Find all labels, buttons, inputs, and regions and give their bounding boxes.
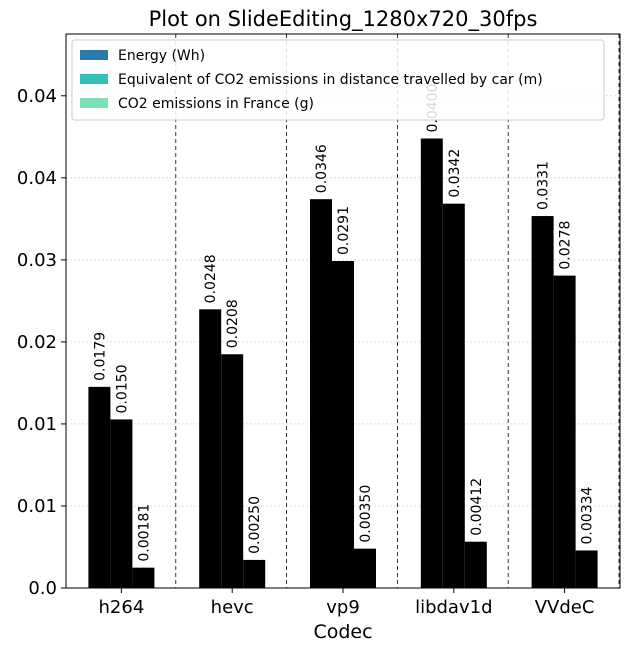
- bar: [332, 260, 354, 588]
- value-label: 0.0278: [558, 221, 574, 270]
- plot-frame: [65, 33, 621, 589]
- value-label: 0.0331: [536, 161, 552, 210]
- value-label: 0.0150: [114, 364, 130, 413]
- x-tick-label: vp9: [326, 597, 360, 618]
- legend-swatch: [80, 74, 108, 84]
- bar: [132, 567, 155, 588]
- value-label: 0.00250: [247, 496, 263, 554]
- value-label: 0.0248: [203, 254, 219, 303]
- bar: [199, 309, 222, 588]
- bar: [442, 203, 465, 588]
- value-label: 0.00412: [469, 478, 485, 536]
- legend-swatch: [80, 50, 108, 60]
- y-tick-label: 0.02: [17, 332, 57, 353]
- legend: Energy (Wh) Equivalent of CO2 emissions i…: [71, 39, 605, 121]
- value-label: 0.00181: [136, 504, 152, 562]
- bar: [110, 419, 133, 588]
- legend-label: Equivalent of CO2 emissions in distance …: [118, 72, 543, 88]
- bar: [354, 548, 376, 588]
- value-label: 0.0342: [447, 149, 463, 198]
- bar: [575, 550, 598, 588]
- value-label: 0.0208: [225, 299, 241, 348]
- value-label: 0.0179: [92, 332, 108, 381]
- x-tick-label: h264: [99, 597, 145, 618]
- y-tick-label: 0.04: [17, 86, 57, 107]
- x-tick-label: libdav1d: [415, 597, 492, 618]
- x-axis-label: Codec: [313, 621, 372, 643]
- x-tick-label: VVdeC: [535, 597, 595, 618]
- bar: [531, 216, 554, 589]
- bar: [420, 138, 443, 589]
- y-tick-label: 0.01: [17, 414, 57, 435]
- legend-label: Energy (Wh): [118, 48, 205, 64]
- value-label: 0.00350: [358, 485, 374, 543]
- legend-swatch: [80, 98, 108, 108]
- bar: [243, 559, 266, 588]
- bar: [88, 386, 111, 588]
- y-tick-label: 0.04: [17, 168, 57, 189]
- value-label: 0.00334: [580, 486, 596, 544]
- y-tick-label: 0.01: [17, 496, 57, 517]
- bar: [464, 541, 487, 588]
- bar: [553, 275, 576, 588]
- legend-label: CO2 emissions in France (g): [118, 96, 314, 112]
- value-label: 0.0346: [314, 144, 330, 193]
- value-label: 0.0291: [336, 206, 352, 255]
- x-tick-label: hevc: [211, 597, 254, 618]
- chart-title: Plot on SlideEditing_1280x720_30fps: [149, 7, 538, 32]
- y-tick-label: 0.0: [28, 578, 57, 599]
- bar: [221, 354, 244, 588]
- bar: [310, 199, 332, 588]
- y-tick-label: 0.03: [17, 250, 57, 271]
- legend-box: [71, 39, 605, 121]
